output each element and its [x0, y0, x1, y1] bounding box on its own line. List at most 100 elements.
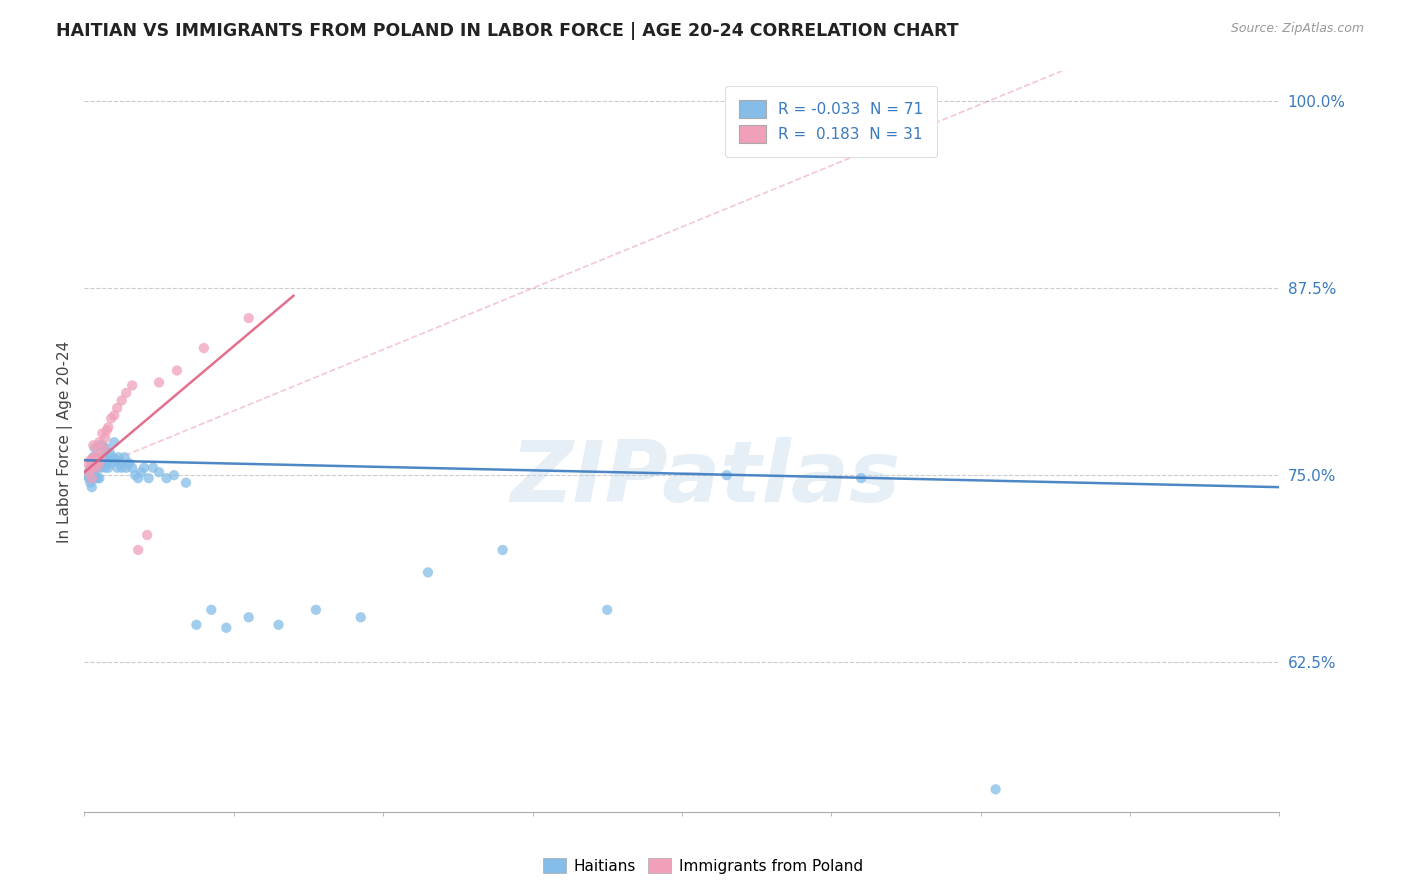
Text: ZIPatlas: ZIPatlas [510, 437, 901, 520]
Point [148, 465, 170, 479]
Point [77, 465, 100, 479]
Point [193, 341, 215, 355]
Point [90, 460, 112, 475]
Point [148, 376, 170, 390]
Point [174, 475, 197, 490]
Point [107, 450, 129, 465]
Point [89, 438, 111, 452]
Point [100, 411, 122, 425]
Point [200, 603, 222, 617]
Point [82, 471, 104, 485]
Point [851, 471, 873, 485]
Point [93, 453, 115, 467]
Point [114, 450, 136, 465]
Point [163, 468, 186, 483]
Point [89, 435, 111, 450]
Point [80, 471, 103, 485]
Point [96, 442, 118, 456]
Point [305, 603, 328, 617]
Point [103, 435, 125, 450]
Point [87, 471, 110, 485]
Point [94, 460, 117, 475]
Point [238, 610, 260, 624]
Point [96, 456, 118, 470]
Point [91, 438, 114, 452]
Point [127, 471, 149, 485]
Point [596, 603, 619, 617]
Point [127, 543, 149, 558]
Point [86, 460, 108, 475]
Point [87, 450, 110, 465]
Point [716, 468, 738, 483]
Point [86, 450, 108, 465]
Point [98, 446, 121, 460]
Point [142, 460, 165, 475]
Point [83, 453, 105, 467]
Point [129, 465, 152, 479]
Point [89, 456, 111, 470]
Point [97, 453, 120, 467]
Legend: Haitians, Immigrants from Poland: Haitians, Immigrants from Poland [537, 852, 869, 880]
Point [103, 409, 125, 423]
Point [97, 460, 120, 475]
Point [87, 460, 110, 475]
Point [83, 468, 105, 483]
Point [80, 468, 103, 483]
Point [94, 431, 117, 445]
Point [105, 401, 128, 415]
Point [94, 450, 117, 465]
Point [136, 528, 159, 542]
Text: Source: ZipAtlas.com: Source: ZipAtlas.com [1230, 22, 1364, 36]
Point [100, 456, 122, 470]
Point [76, 456, 98, 470]
Point [984, 782, 1007, 797]
Point [86, 471, 108, 485]
Point [238, 311, 260, 326]
Point [93, 442, 115, 456]
Point [101, 450, 124, 465]
Point [77, 465, 100, 479]
Point [91, 426, 114, 441]
Point [82, 450, 104, 465]
Point [80, 480, 103, 494]
Point [80, 460, 103, 475]
Point [492, 543, 515, 558]
Point [79, 475, 101, 490]
Point [83, 442, 105, 456]
Point [89, 471, 111, 485]
Text: HAITIAN VS IMMIGRANTS FROM POLAND IN LABOR FORCE | AGE 20-24 CORRELATION CHART: HAITIAN VS IMMIGRANTS FROM POLAND IN LAB… [56, 22, 959, 40]
Point [76, 468, 98, 483]
Point [82, 460, 104, 475]
Point [118, 456, 141, 470]
Point [96, 423, 118, 437]
Point [80, 456, 103, 470]
Point [267, 617, 290, 632]
Point [111, 393, 134, 408]
Point [79, 453, 101, 467]
Point [124, 468, 146, 483]
Point [166, 363, 188, 377]
Point [90, 453, 112, 467]
Point [77, 471, 100, 485]
Point [111, 460, 134, 475]
Legend: R = -0.033  N = 71, R =  0.183  N = 31: R = -0.033 N = 71, R = 0.183 N = 31 [725, 87, 938, 157]
Point [104, 453, 127, 467]
Point [90, 450, 112, 465]
Point [82, 450, 104, 465]
Point [79, 460, 101, 475]
Point [86, 460, 108, 475]
Point [82, 438, 104, 452]
Point [416, 566, 439, 580]
Point [89, 456, 111, 470]
Point [83, 456, 105, 470]
Point [138, 471, 160, 485]
Point [121, 460, 143, 475]
Point [86, 450, 108, 465]
Point [215, 621, 238, 635]
Point [93, 442, 115, 456]
Point [121, 378, 143, 392]
Point [186, 617, 208, 632]
Point [87, 442, 110, 456]
Point [350, 610, 373, 624]
Point [97, 420, 120, 434]
